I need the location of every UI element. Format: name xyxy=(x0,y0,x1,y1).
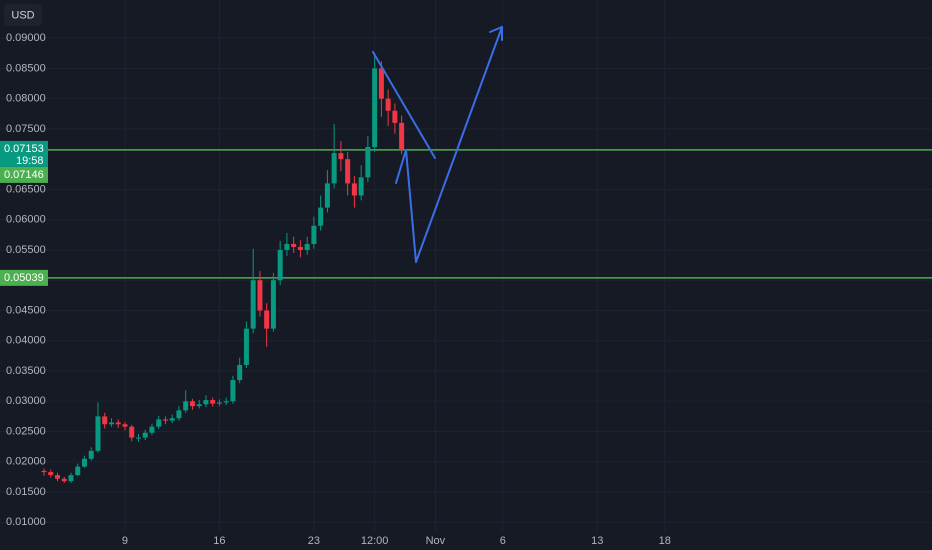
candle-body xyxy=(183,401,189,411)
candle-body xyxy=(210,400,216,404)
grid xyxy=(0,0,932,532)
candle-body xyxy=(196,404,202,407)
y-tick-label: 0.08500 xyxy=(6,62,46,74)
y-tick-label: 0.02500 xyxy=(6,425,46,437)
candle-body xyxy=(169,418,175,421)
candle-body xyxy=(54,475,60,479)
candle-body xyxy=(203,400,209,405)
candle-body xyxy=(324,183,330,208)
candle-body xyxy=(399,122,405,151)
currency: USD xyxy=(11,9,34,21)
y-tick-label: 0.05500 xyxy=(6,244,46,256)
y-tick-label: 0.04500 xyxy=(6,304,46,316)
candle-body xyxy=(223,401,229,403)
y-tick-label: 0.03000 xyxy=(6,395,46,407)
candle-body xyxy=(162,419,168,421)
candle-body xyxy=(176,410,182,419)
candle-body xyxy=(338,153,344,160)
drawing xyxy=(372,26,503,263)
candle-body xyxy=(61,478,67,482)
candle-body xyxy=(102,416,108,425)
candle-body xyxy=(297,246,303,250)
candle-body xyxy=(318,207,324,226)
countdown: 19:58 xyxy=(16,155,44,167)
candle-body xyxy=(48,472,54,476)
candle-body xyxy=(372,68,378,148)
y-tick-label: 0.01000 xyxy=(6,516,46,528)
candle-body xyxy=(129,426,135,438)
candle-body xyxy=(304,243,310,250)
alert-price: 0.07146 xyxy=(4,169,44,181)
candle-body xyxy=(95,416,101,451)
candles xyxy=(41,53,405,483)
level-price-box xyxy=(0,269,48,286)
candle-body xyxy=(122,424,128,427)
candle-body xyxy=(81,458,87,467)
candle-body xyxy=(115,422,121,425)
x-tick-label: 12:00 xyxy=(361,535,389,547)
y-tick-label: 0.08000 xyxy=(6,93,46,105)
candle-body xyxy=(149,426,155,433)
candle-body xyxy=(88,450,94,459)
y-tick-label: 0.06500 xyxy=(6,183,46,195)
candle-body xyxy=(142,432,148,438)
y-tick-label: 0.06000 xyxy=(6,214,46,226)
y-tick-label: 0.03500 xyxy=(6,365,46,377)
candle-body xyxy=(68,475,74,482)
x-tick-label: 23 xyxy=(308,535,320,547)
y-tick-label: 0.07500 xyxy=(6,123,46,135)
candle-body xyxy=(257,280,263,311)
candle-body xyxy=(358,177,364,196)
candle-body xyxy=(108,422,114,425)
candle-body xyxy=(311,225,317,244)
candle-body xyxy=(331,153,337,184)
y-tick-label: 0.09000 xyxy=(6,32,46,44)
x-tick-label: 18 xyxy=(659,535,671,547)
candle-body xyxy=(250,280,256,329)
x-tick-label: 6 xyxy=(500,535,506,547)
candle-body xyxy=(378,68,384,99)
x-tick-label: Nov xyxy=(426,535,446,547)
arrow-head xyxy=(489,26,503,41)
axis: 0.01000 0.01500 0.02000 0.02500 0.03000 0.035… xyxy=(0,32,671,547)
candle-body xyxy=(216,402,222,404)
candle-body xyxy=(264,310,270,329)
x-tick-label: 9 xyxy=(122,535,128,547)
trend-line xyxy=(372,51,436,159)
candle-body xyxy=(41,470,47,473)
candle-body xyxy=(392,110,398,123)
candle-body xyxy=(156,419,162,427)
y-tick-label: 0.02000 xyxy=(6,456,46,468)
path-arrow xyxy=(395,26,503,263)
candle-body xyxy=(270,280,276,329)
candle-body xyxy=(351,183,357,196)
y-tick-label: 0.01500 xyxy=(6,486,46,498)
last-price-box xyxy=(0,140,48,167)
candle-body xyxy=(365,147,371,178)
candle-body xyxy=(135,437,141,439)
candle-body xyxy=(75,466,81,476)
x-tick-label: 16 xyxy=(213,535,225,547)
alert-price-box xyxy=(0,166,48,183)
last-price: 0.07153 xyxy=(4,143,44,155)
candle-body xyxy=(230,380,236,402)
candle-body xyxy=(277,249,283,281)
currency-box xyxy=(4,4,42,26)
level-price: 0.05039 xyxy=(4,272,44,284)
candle-body xyxy=(189,401,195,407)
candle-body xyxy=(385,98,391,111)
candle-body xyxy=(291,243,297,247)
candle-body xyxy=(237,364,243,381)
y-tick-label: 0.04000 xyxy=(6,335,46,347)
candle-body xyxy=(243,328,249,365)
x-tick-label: 13 xyxy=(591,535,603,547)
candle-body xyxy=(345,159,351,184)
levels xyxy=(0,149,932,279)
candle-body xyxy=(284,243,290,250)
